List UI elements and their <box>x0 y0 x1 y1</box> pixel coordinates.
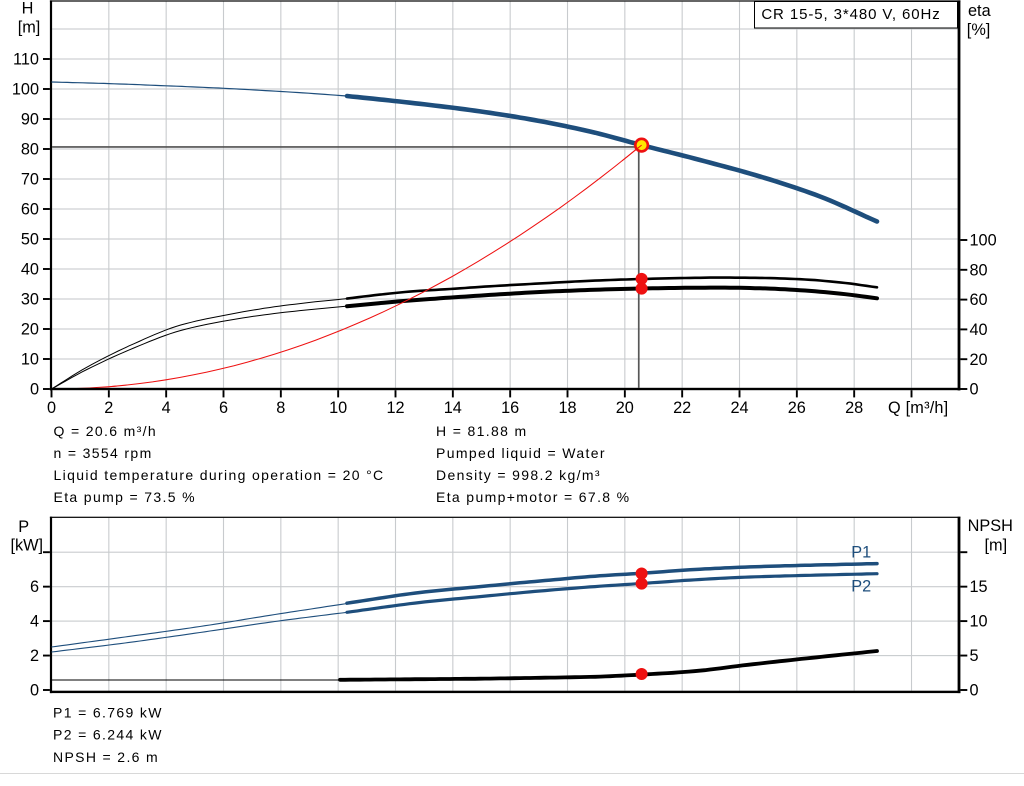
svg-text:60: 60 <box>21 201 39 219</box>
svg-text:NPSH = 2.6 m: NPSH = 2.6 m <box>53 749 159 765</box>
svg-text:10: 10 <box>329 399 347 417</box>
svg-text:6: 6 <box>219 399 228 417</box>
svg-text:[%]: [%] <box>967 21 991 39</box>
svg-text:40: 40 <box>970 321 988 339</box>
svg-text:16: 16 <box>501 399 519 417</box>
svg-text:10: 10 <box>970 613 988 631</box>
svg-text:0: 0 <box>47 399 56 417</box>
svg-text:P1 = 6.769 kW: P1 = 6.769 kW <box>53 705 163 721</box>
svg-text:50: 50 <box>21 231 39 249</box>
svg-text:12: 12 <box>386 399 404 417</box>
svg-text:CR 15-5, 3*480 V, 60Hz: CR 15-5, 3*480 V, 60Hz <box>761 6 940 23</box>
svg-text:100: 100 <box>12 81 39 99</box>
svg-text:6: 6 <box>30 578 39 596</box>
svg-text:H = 81.88 m: H = 81.88 m <box>436 423 528 439</box>
svg-text:4: 4 <box>30 613 39 631</box>
svg-text:0: 0 <box>30 381 39 399</box>
svg-text:[kW]: [kW] <box>10 537 43 555</box>
svg-text:P2 = 6.244 kW: P2 = 6.244 kW <box>53 727 163 743</box>
svg-text:eta: eta <box>968 2 992 20</box>
svg-text:Liquid temperature during oper: Liquid temperature during operation = 20… <box>54 467 385 483</box>
svg-text:[m]: [m] <box>18 18 41 36</box>
svg-text:10: 10 <box>21 351 39 369</box>
svg-text:4: 4 <box>162 399 171 417</box>
svg-text:80: 80 <box>970 261 988 279</box>
svg-text:P: P <box>18 518 29 536</box>
svg-text:Eta pump+motor = 67.8 %: Eta pump+motor = 67.8 % <box>436 489 630 505</box>
svg-text:20: 20 <box>616 399 634 417</box>
svg-text:8: 8 <box>276 399 285 417</box>
svg-text:100: 100 <box>970 232 997 250</box>
svg-text:28: 28 <box>845 399 863 417</box>
svg-text:15: 15 <box>970 578 988 596</box>
svg-text:22: 22 <box>673 399 691 417</box>
svg-text:P1: P1 <box>851 543 871 561</box>
svg-text:n = 3554 rpm: n = 3554 rpm <box>54 445 153 461</box>
svg-text:90: 90 <box>21 111 39 129</box>
svg-text:2: 2 <box>30 647 39 665</box>
svg-text:18: 18 <box>558 399 576 417</box>
svg-text:[m]: [m] <box>985 537 1008 555</box>
svg-text:Density = 998.2 kg/m³: Density = 998.2 kg/m³ <box>436 467 601 483</box>
svg-text:40: 40 <box>21 261 39 279</box>
svg-text:Q [m³/h]: Q [m³/h] <box>888 399 948 417</box>
svg-text:30: 30 <box>21 291 39 309</box>
svg-text:Eta pump = 73.5 %: Eta pump = 73.5 % <box>54 489 196 505</box>
svg-text:110: 110 <box>13 51 39 69</box>
svg-text:0: 0 <box>970 381 979 399</box>
svg-text:H: H <box>22 0 34 18</box>
svg-text:NPSH: NPSH <box>968 517 1013 535</box>
svg-text:2: 2 <box>104 399 113 417</box>
svg-text:24: 24 <box>730 399 748 417</box>
svg-text:Pumped liquid = Water: Pumped liquid = Water <box>436 445 606 461</box>
svg-text:Q = 20.6 m³/h: Q = 20.6 m³/h <box>54 423 158 439</box>
svg-text:5: 5 <box>970 647 979 665</box>
svg-text:P2: P2 <box>851 577 871 595</box>
svg-text:20: 20 <box>970 351 988 369</box>
svg-text:14: 14 <box>444 399 462 417</box>
svg-text:26: 26 <box>788 399 806 417</box>
svg-text:0: 0 <box>30 682 39 700</box>
svg-text:70: 70 <box>21 171 39 189</box>
svg-text:80: 80 <box>21 141 39 159</box>
svg-text:60: 60 <box>970 291 988 309</box>
svg-text:20: 20 <box>21 321 39 339</box>
svg-text:0: 0 <box>970 682 979 700</box>
